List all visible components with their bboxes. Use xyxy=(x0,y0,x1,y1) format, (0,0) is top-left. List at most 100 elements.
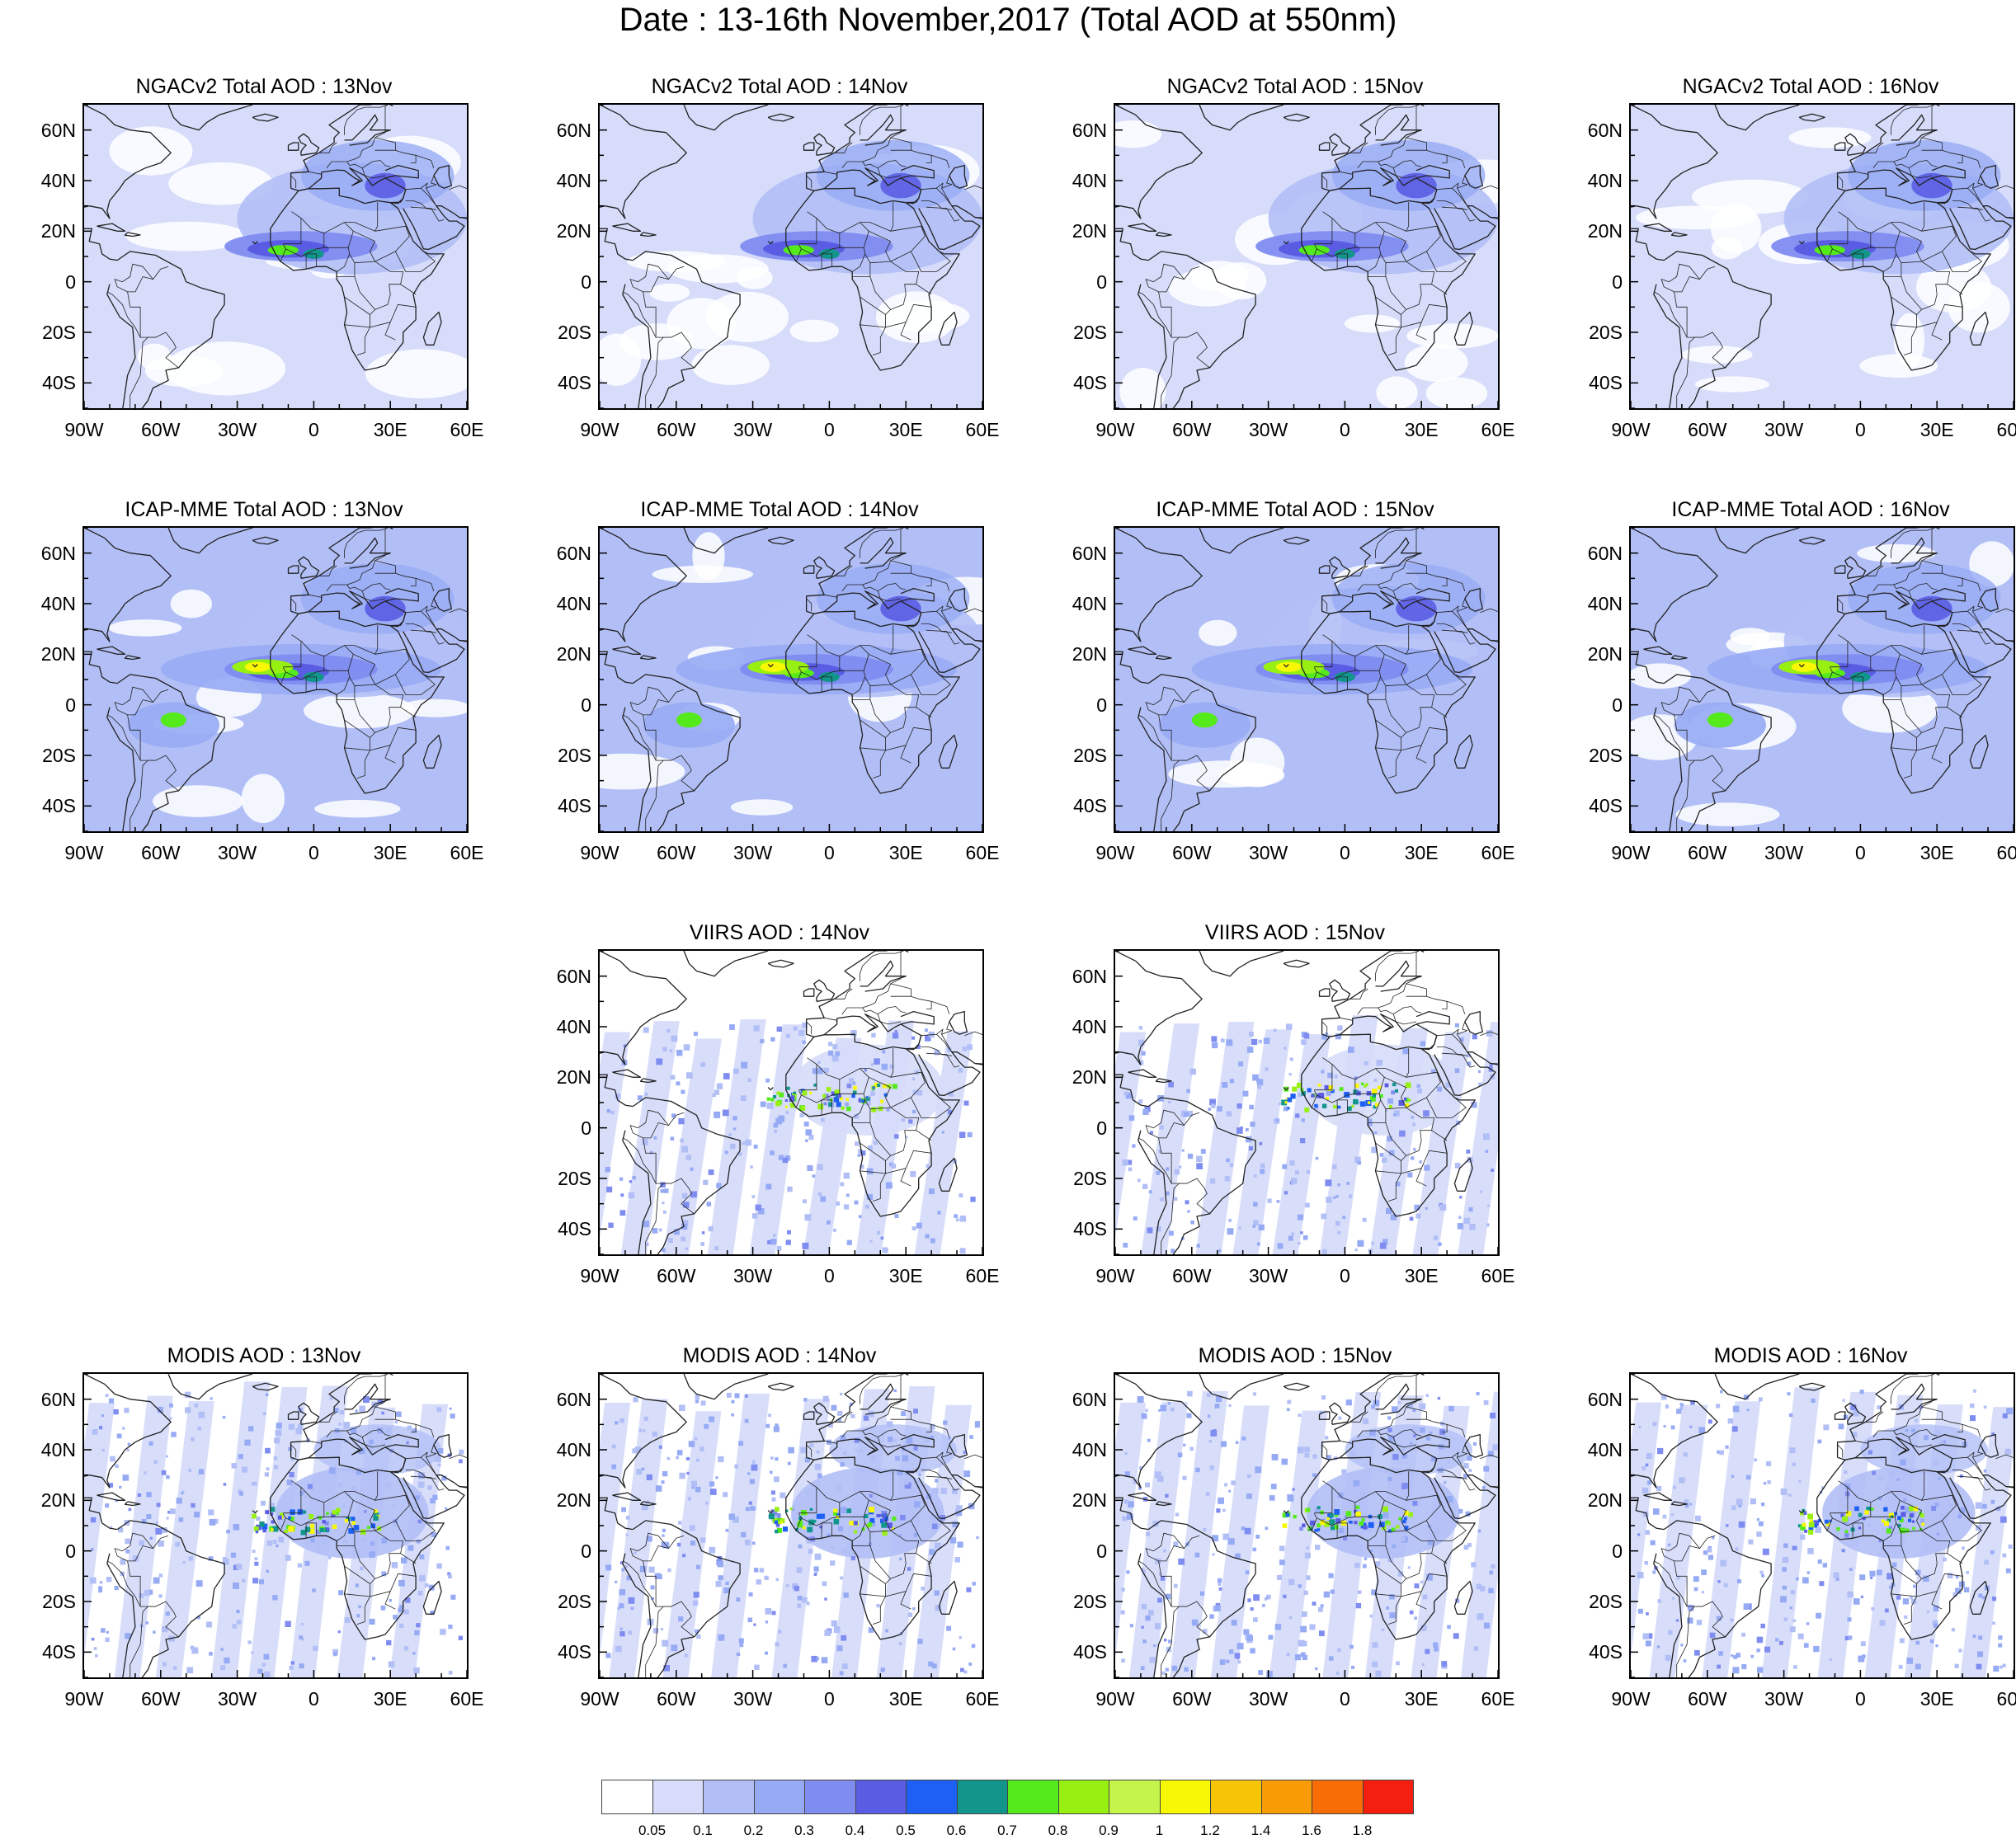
aod-pixel xyxy=(297,1563,302,1568)
aod-pixel xyxy=(437,1448,444,1454)
aod-pixel-high xyxy=(1370,1096,1376,1102)
aod-pixel xyxy=(625,1516,630,1520)
coastline xyxy=(1643,646,1673,655)
satellite-swath xyxy=(1649,1404,1708,1677)
country-border xyxy=(405,1451,437,1475)
aod-pixel xyxy=(831,1620,838,1627)
aod-pixel xyxy=(1424,1164,1430,1171)
aod-pixel xyxy=(276,1544,279,1548)
aod-pixel-high xyxy=(288,1516,291,1520)
coastline xyxy=(683,951,769,977)
country-border xyxy=(650,1173,695,1215)
country-border xyxy=(1681,750,1726,792)
satellite-swath xyxy=(84,1403,115,1658)
x-axis-label: 90W xyxy=(580,1688,619,1710)
aod-pixel xyxy=(1369,1429,1376,1436)
country-border xyxy=(114,686,153,716)
aod-pixel xyxy=(1401,1446,1406,1451)
aod-pixel xyxy=(1321,1033,1327,1040)
colorbar-segment xyxy=(1362,1780,1414,1814)
country-border xyxy=(1138,1560,1167,1597)
aod-pixel xyxy=(1371,1589,1378,1596)
aod-pixel xyxy=(1301,1640,1307,1647)
aod-pixel xyxy=(307,1484,313,1489)
country-border xyxy=(1893,584,1933,602)
satellite-swath xyxy=(1211,1405,1269,1677)
coastline xyxy=(1321,167,1438,205)
aod-map-canvas xyxy=(1631,1374,2014,1677)
aod-pixel-high xyxy=(1353,1089,1359,1095)
aod-pixel xyxy=(969,1435,973,1439)
aod-pixel-high xyxy=(1355,1512,1361,1517)
aod-pixel xyxy=(889,1064,894,1069)
aod-pixel xyxy=(1349,1644,1354,1649)
aod-pixel-high xyxy=(839,1097,843,1101)
aod-pixel-high xyxy=(892,1526,895,1530)
aod-pixel xyxy=(1756,1531,1762,1537)
coastline xyxy=(1147,1097,1256,1254)
coastline xyxy=(433,1433,453,1458)
aod-pixel xyxy=(1978,1635,1983,1640)
aod-pixel xyxy=(1120,1610,1125,1615)
country-border xyxy=(283,219,302,245)
aod-pixel xyxy=(628,1630,633,1635)
coastline xyxy=(106,1553,136,1677)
aod-pixel xyxy=(146,1514,152,1520)
coastline xyxy=(805,1374,876,1458)
country-border xyxy=(1158,266,1200,338)
aod-pixel xyxy=(1687,1604,1694,1611)
aod-pixel xyxy=(166,1474,170,1479)
aod-pixel xyxy=(684,1653,688,1658)
aod-pixel xyxy=(1389,1150,1395,1156)
coastline xyxy=(1147,674,1256,831)
aod-pixel xyxy=(1738,1504,1742,1507)
aod-pixel-high xyxy=(1800,1525,1806,1531)
country-border xyxy=(1952,605,1984,629)
aod-pixel xyxy=(656,1058,663,1065)
aod-pixel xyxy=(1683,1659,1687,1663)
aod-pixel-high xyxy=(1314,1529,1317,1532)
country-border xyxy=(1901,1545,1922,1579)
country-border xyxy=(1942,1520,1982,1541)
aod-pixel xyxy=(1731,1505,1736,1510)
aod-pixel xyxy=(643,1027,649,1033)
coastline xyxy=(298,133,320,156)
country-border xyxy=(1336,1099,1348,1116)
aod-pixel xyxy=(1679,1477,1685,1484)
aod-pixel xyxy=(1477,1613,1484,1620)
country-border xyxy=(282,1502,325,1526)
aod-pixel xyxy=(1389,1594,1395,1600)
country-border xyxy=(821,1522,832,1539)
aod-pixel-high xyxy=(271,1528,274,1531)
aod-pixel xyxy=(1915,1569,1921,1576)
aod-pixel-high xyxy=(1361,1518,1365,1522)
aod-pixel xyxy=(1170,1407,1175,1412)
aod-pixel xyxy=(1284,1191,1288,1195)
aod-pixel xyxy=(1382,1512,1389,1519)
aod-pixel xyxy=(124,1408,130,1413)
coastline xyxy=(1415,164,1450,179)
country-border xyxy=(1375,951,1420,981)
coastline xyxy=(1837,590,1953,628)
country-border xyxy=(1653,291,1683,328)
y-axis-label: 20S xyxy=(1589,745,1623,766)
country-border xyxy=(1916,1573,1963,1597)
aod-pixel xyxy=(1891,1495,1898,1501)
aod-pixel xyxy=(1480,1586,1486,1592)
aod-pixel xyxy=(1657,1599,1661,1603)
aod-pixel xyxy=(960,1667,964,1672)
aod-pixel-high xyxy=(1363,1525,1368,1530)
aod-pixel xyxy=(1454,1068,1460,1074)
aod-pixel xyxy=(338,1590,344,1596)
y-axis-label: 20N xyxy=(556,1066,591,1089)
aod-pixel xyxy=(1759,1570,1764,1574)
aod-pixel xyxy=(734,1464,739,1469)
coastline xyxy=(639,1501,657,1507)
aod-pixel xyxy=(1262,1604,1265,1607)
satellite-swath xyxy=(211,1381,271,1677)
aod-pixel xyxy=(1859,1574,1866,1581)
aod-pixel xyxy=(776,1525,780,1529)
aod-pixel-high xyxy=(813,1520,817,1523)
coastline xyxy=(287,1411,299,1420)
aod-pixel xyxy=(274,1437,280,1444)
